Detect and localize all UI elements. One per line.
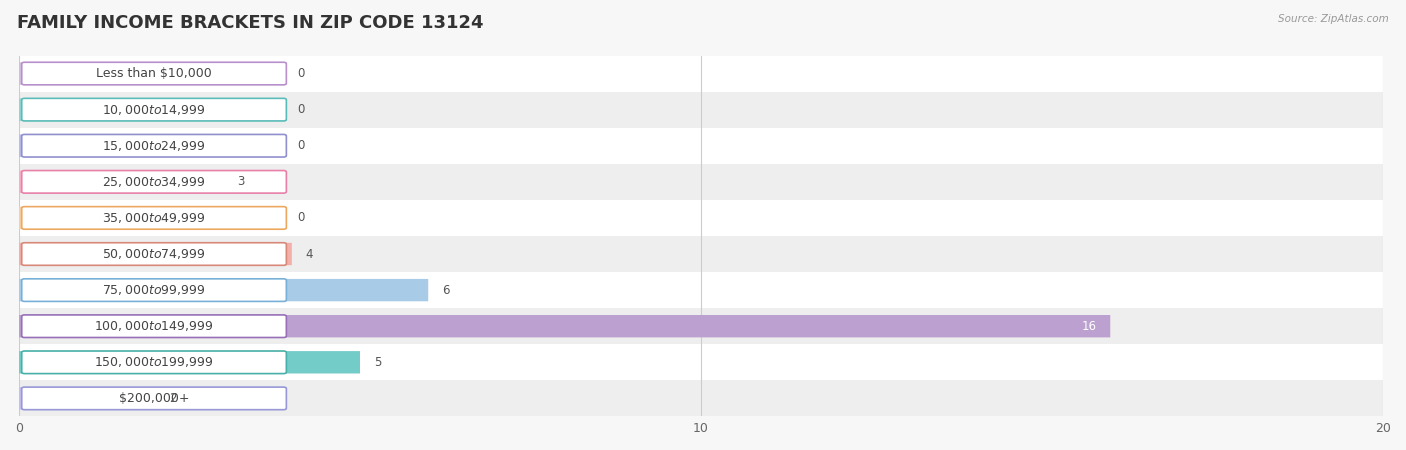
Text: $75,000 to $99,999: $75,000 to $99,999 <box>103 283 205 297</box>
Bar <box>20 92 1384 128</box>
FancyBboxPatch shape <box>20 207 60 229</box>
FancyBboxPatch shape <box>21 351 287 374</box>
Bar <box>20 164 1384 200</box>
Bar <box>20 55 1384 92</box>
Text: Source: ZipAtlas.com: Source: ZipAtlas.com <box>1278 14 1389 23</box>
Text: 4: 4 <box>305 248 314 261</box>
Bar <box>20 200 1384 236</box>
FancyBboxPatch shape <box>21 243 287 266</box>
FancyBboxPatch shape <box>20 351 360 374</box>
Bar <box>20 380 1384 416</box>
Bar <box>20 308 1384 344</box>
FancyBboxPatch shape <box>20 171 224 193</box>
FancyBboxPatch shape <box>20 315 1111 338</box>
FancyBboxPatch shape <box>20 279 429 302</box>
Text: 0: 0 <box>297 103 305 116</box>
Text: 0: 0 <box>297 212 305 225</box>
Text: 6: 6 <box>441 284 450 297</box>
FancyBboxPatch shape <box>20 135 60 157</box>
Text: 5: 5 <box>374 356 381 369</box>
Text: 0: 0 <box>297 139 305 152</box>
Bar <box>20 344 1384 380</box>
FancyBboxPatch shape <box>21 315 287 338</box>
FancyBboxPatch shape <box>20 63 60 85</box>
Text: FAMILY INCOME BRACKETS IN ZIP CODE 13124: FAMILY INCOME BRACKETS IN ZIP CODE 13124 <box>17 14 484 32</box>
Text: $200,000+: $200,000+ <box>118 392 190 405</box>
Text: $100,000 to $149,999: $100,000 to $149,999 <box>94 319 214 333</box>
FancyBboxPatch shape <box>20 387 156 410</box>
Text: 16: 16 <box>1081 320 1097 333</box>
Text: $25,000 to $34,999: $25,000 to $34,999 <box>103 175 205 189</box>
FancyBboxPatch shape <box>21 207 287 229</box>
FancyBboxPatch shape <box>21 99 287 121</box>
Text: 3: 3 <box>238 176 245 189</box>
Bar <box>20 236 1384 272</box>
Text: $15,000 to $24,999: $15,000 to $24,999 <box>103 139 205 153</box>
Text: $50,000 to $74,999: $50,000 to $74,999 <box>103 247 205 261</box>
FancyBboxPatch shape <box>21 171 287 193</box>
Text: $35,000 to $49,999: $35,000 to $49,999 <box>103 211 205 225</box>
FancyBboxPatch shape <box>21 279 287 302</box>
FancyBboxPatch shape <box>21 387 287 410</box>
Bar <box>20 272 1384 308</box>
Text: 0: 0 <box>297 67 305 80</box>
FancyBboxPatch shape <box>20 243 292 265</box>
Text: $10,000 to $14,999: $10,000 to $14,999 <box>103 103 205 117</box>
FancyBboxPatch shape <box>21 135 287 157</box>
Text: 2: 2 <box>169 392 177 405</box>
Text: $150,000 to $199,999: $150,000 to $199,999 <box>94 356 214 369</box>
FancyBboxPatch shape <box>21 62 287 85</box>
FancyBboxPatch shape <box>20 99 60 121</box>
Text: Less than $10,000: Less than $10,000 <box>96 67 212 80</box>
Bar <box>20 128 1384 164</box>
